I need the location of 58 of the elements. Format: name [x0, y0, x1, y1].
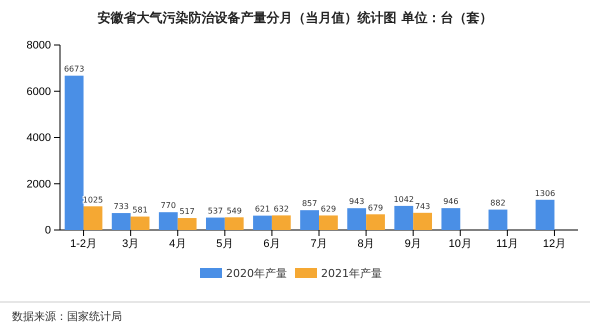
- x-tick-label: 6月: [263, 238, 280, 250]
- bar: [319, 215, 338, 230]
- data-label: 1042: [394, 194, 414, 204]
- x-tick-label: 12月: [542, 238, 566, 250]
- y-tick-label: 2000: [26, 178, 51, 190]
- bar: [300, 210, 319, 230]
- bar: [488, 210, 508, 230]
- data-label: 632: [274, 204, 289, 214]
- data-label: 549: [226, 206, 242, 216]
- x-tick-label: 11月: [496, 238, 519, 250]
- bar: [366, 214, 385, 230]
- chart-title: 安徽省大气污染防治设备产量分月（当月值）统计图 单位：台（套）: [98, 10, 492, 26]
- x-tick-label: 3月: [122, 238, 140, 250]
- bar: [158, 212, 178, 230]
- bar: [536, 200, 554, 230]
- x-tick-label: 8月: [358, 238, 375, 250]
- data-label: 1025: [82, 195, 104, 204]
- bar: [413, 212, 432, 230]
- bar: [224, 217, 244, 230]
- y-tick-label: 8000: [26, 40, 51, 52]
- x-tick-label: 7月: [310, 238, 328, 250]
- data-label: 581: [132, 206, 148, 215]
- data-label: 943: [349, 197, 364, 206]
- data-label: 857: [302, 199, 318, 208]
- bar: [347, 208, 366, 230]
- bar: [394, 206, 414, 230]
- data-label: 517: [180, 207, 195, 216]
- x-tick-label: 4月: [169, 238, 186, 250]
- y-tick-label: 4000: [26, 132, 51, 144]
- bar: [84, 206, 102, 230]
- bar: [253, 216, 272, 230]
- bar: [64, 76, 84, 230]
- y-tick-label: 0: [44, 224, 51, 237]
- bar: [441, 208, 460, 230]
- data-label: 1306: [534, 188, 556, 198]
- legend-label: 2020年产量: [226, 267, 287, 280]
- data-label: 537: [208, 206, 224, 216]
- bar: [130, 216, 150, 230]
- y-tick-label: 6000: [26, 86, 51, 98]
- x-tick-label: 9月: [404, 238, 422, 250]
- legend-label: 2021年产量: [321, 267, 382, 280]
- data-label: 882: [490, 198, 506, 208]
- bar: [272, 215, 291, 230]
- source-note: 数据来源：国家统计局: [12, 310, 122, 323]
- x-tick-label: 5月: [216, 238, 234, 250]
- data-label: 679: [368, 203, 384, 212]
- data-label: 946: [443, 197, 458, 206]
- x-tick-label: 1-2月: [70, 238, 97, 250]
- x-tick-label: 10月: [448, 238, 472, 250]
- bar: [178, 218, 197, 230]
- bar: [206, 218, 225, 230]
- data-label: 733: [114, 202, 129, 212]
- data-label: 770: [160, 201, 176, 210]
- data-label: 621: [254, 204, 270, 214]
- data-label: 6673: [64, 64, 84, 74]
- data-label: 743: [414, 202, 430, 211]
- bar: [112, 213, 131, 230]
- data-label: 629: [320, 204, 336, 214]
